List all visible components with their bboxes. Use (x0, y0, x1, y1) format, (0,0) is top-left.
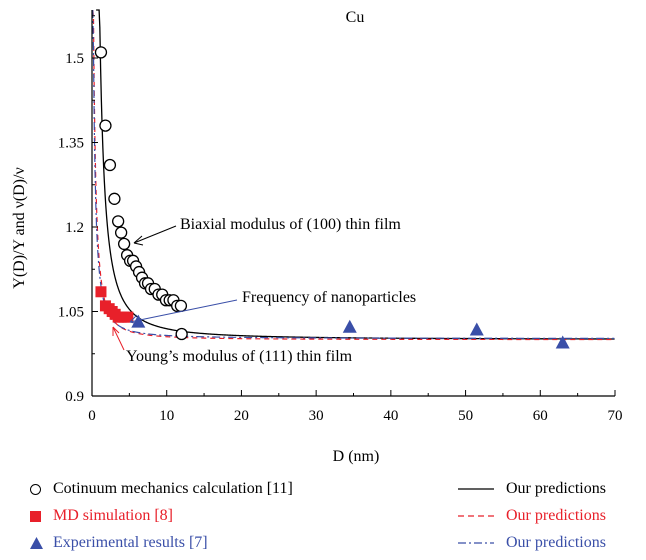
experiment-point (555, 335, 570, 349)
legend-item-continuum: Cotinuum mechanics calculation [11] (30, 480, 293, 498)
legend-item-dashdot-line: Our predictions (458, 534, 606, 552)
legend-label: Our predictions (506, 480, 606, 497)
chart-title: Cu (346, 9, 365, 26)
continuum-point (108, 192, 121, 205)
continuum-point (112, 215, 125, 228)
dashed-line-icon (458, 515, 494, 517)
annotation-arrow (129, 299, 238, 323)
y-tick-label: 0.9 (65, 389, 84, 405)
legend-label: Our predictions (506, 534, 606, 551)
annotation-frequency: Frequency of nanoparticles (242, 289, 416, 306)
legend-label: MD simulation [8] (53, 507, 173, 524)
x-tick-label: 50 (458, 408, 473, 424)
legend-item-solid-line: Our predictions (458, 480, 606, 498)
annotation-youngs: Young’s modulus of (111) thin film (126, 348, 353, 365)
x-tick-label: 20 (234, 408, 249, 424)
solid-line-icon (458, 488, 494, 490)
arrow-head (129, 314, 140, 325)
continuum-point (94, 46, 108, 59)
y-tick-label: 1.05 (58, 305, 84, 321)
md-point (95, 286, 107, 298)
legend-label: Our predictions (506, 507, 606, 524)
axes (91, 10, 616, 397)
annotations: Biaxial modulus of (100) thin film Freque… (112, 216, 416, 365)
tick-labels: 0 10 20 30 40 50 60 70 0.9 1.05 1.2 1.35 1.5 (58, 51, 623, 424)
dashed-prediction-line (92, 9, 615, 341)
dash-dot-line-icon (458, 542, 494, 544)
arrow-head (133, 235, 144, 246)
annotation-arrow (133, 225, 177, 244)
y-tick-label: 1.5 (65, 51, 84, 67)
experiment-point (131, 314, 146, 328)
continuum-point (175, 327, 188, 341)
y-axis-label: Y(D)/Y and ν(D)/ν (11, 167, 28, 288)
x-tick-label: 40 (383, 408, 398, 424)
legend-label: Cotinuum mechanics calculation [11] (53, 480, 293, 497)
x-tick-label: 0 (88, 408, 96, 424)
data-markers (94, 46, 570, 349)
legend-item-dashed-line: Our predictions (458, 507, 606, 525)
continuum-point (117, 237, 131, 251)
filled-square-icon (30, 510, 41, 522)
annotation-biaxial: Biaxial modulus of (100) thin film (180, 216, 401, 233)
annotation-arrow (112, 326, 125, 351)
x-tick-label: 30 (309, 408, 324, 424)
dash-dot-prediction-line (92, 9, 615, 339)
continuum-point (99, 119, 112, 132)
filled-triangle-icon (30, 537, 43, 550)
md-point (122, 311, 134, 323)
experiment-point (469, 322, 484, 336)
continuum-point (114, 226, 128, 239)
x-tick-label: 10 (159, 408, 174, 424)
continuum-point (103, 158, 117, 172)
y-tick-label: 1.2 (65, 220, 84, 236)
legend-item-experiment: Experimental results [7] (30, 534, 208, 552)
experiment-point (342, 319, 357, 333)
open-circle-icon (30, 483, 41, 495)
y-tick-label: 1.35 (58, 136, 84, 152)
continuum-point (174, 299, 188, 313)
x-tick-label: 70 (608, 408, 623, 424)
x-axis-label: D (nm) (333, 448, 380, 465)
legend-item-md: MD simulation [8] (30, 507, 173, 525)
x-tick-label: 60 (533, 408, 548, 424)
arrow-head (112, 326, 120, 336)
legend-label: Experimental results [7] (53, 534, 208, 551)
